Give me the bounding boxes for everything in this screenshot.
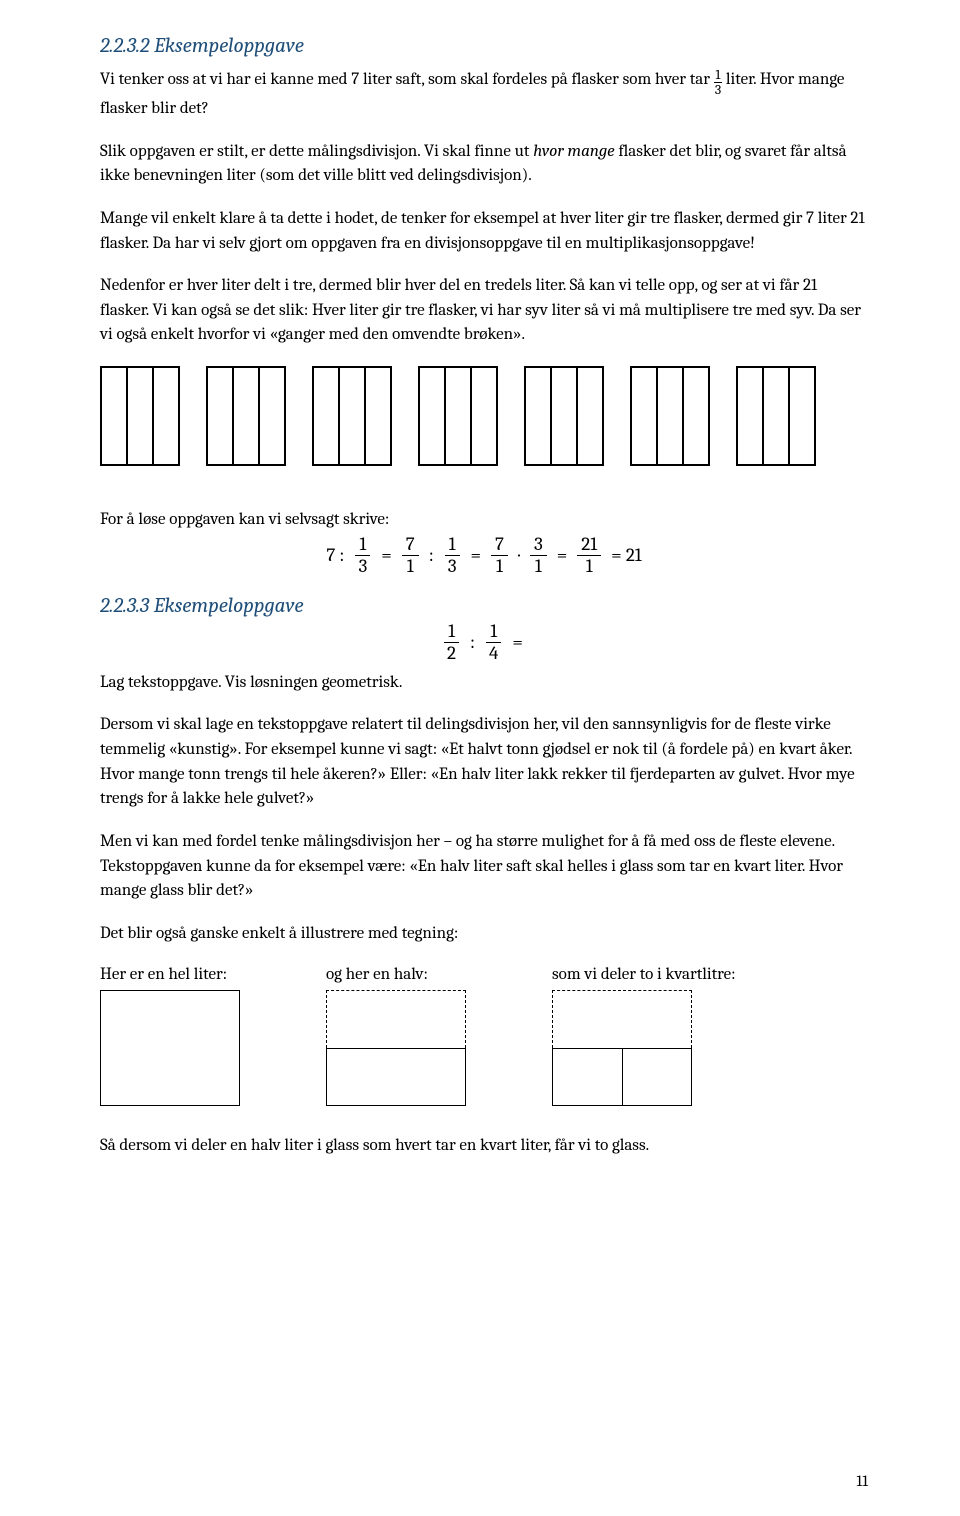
eqn-text: 7 : bbox=[324, 546, 346, 565]
fraction: 3 1 bbox=[530, 535, 547, 576]
frac-num: 21 bbox=[577, 535, 601, 556]
fraction: 1 4 bbox=[485, 622, 502, 663]
liter-box bbox=[206, 366, 286, 466]
liter-labels-row: Her er en hel liter: og her en halv: som… bbox=[100, 965, 868, 984]
para-s2-5: Så dersom vi deler en halv liter i glass… bbox=[100, 1134, 868, 1159]
para-1: Vi tenker oss at vi har ei kanne med 7 l… bbox=[100, 68, 868, 122]
fraction: 7 1 bbox=[491, 535, 508, 576]
frac-den: 3 bbox=[444, 556, 461, 576]
para-s2-2: Dersom vi skal lage en tekstoppgave rela… bbox=[100, 713, 868, 812]
para-3: Mange vil enkelt klare å ta dette i hode… bbox=[100, 207, 868, 256]
frac-num: 3 bbox=[530, 535, 547, 556]
heading-2232: 2.2.3.2 Eksempeloppgave bbox=[100, 34, 868, 58]
frac-num: 7 bbox=[402, 535, 419, 556]
fraction: 1 3 bbox=[444, 535, 461, 576]
frac-den: 1 bbox=[492, 556, 507, 576]
fraction: 1 3 bbox=[354, 535, 371, 576]
label-half-liter: og her en halv: bbox=[326, 965, 552, 984]
equation-2: 1 2 : 1 4 = bbox=[100, 622, 868, 663]
equals: = bbox=[468, 546, 483, 565]
frac-num: 1 bbox=[486, 622, 501, 643]
para-5: For å løse oppgaven kan vi selvsagt skri… bbox=[100, 508, 868, 533]
frac-den: 3 bbox=[714, 83, 722, 97]
frac-den: 4 bbox=[485, 643, 502, 663]
fraction: 21 1 bbox=[577, 535, 601, 576]
para-s2-4: Det blir også ganske enkelt å illustrere… bbox=[100, 922, 868, 947]
fraction: 7 1 bbox=[402, 535, 419, 576]
label-full-liter: Her er en hel liter: bbox=[100, 965, 326, 984]
equals: = 21 bbox=[609, 546, 644, 565]
dot: · bbox=[516, 546, 522, 565]
para-2a: Slik oppgaven er stilt, er dette målings… bbox=[100, 142, 533, 161]
half-liter-box bbox=[326, 990, 466, 1106]
frac-den: 2 bbox=[443, 643, 460, 663]
frac-den: 3 bbox=[354, 556, 371, 576]
inline-fraction: 1 3 bbox=[714, 68, 722, 97]
liter-box bbox=[312, 366, 392, 466]
frac-num: 7 bbox=[491, 535, 508, 556]
para-s2-3: Men vi kan med fordel tenke målingsdivis… bbox=[100, 830, 868, 904]
liter-box bbox=[418, 366, 498, 466]
liter-diagram-row bbox=[100, 990, 868, 1106]
para-1a: Vi tenker oss at vi har ei kanne med 7 l… bbox=[100, 70, 714, 89]
para-4: Nedenfor er hver liter delt i tre, derme… bbox=[100, 274, 868, 348]
heading-2233: 2.2.3.3 Eksempeloppgave bbox=[100, 594, 868, 618]
liter-box bbox=[630, 366, 710, 466]
full-liter-box bbox=[100, 990, 240, 1106]
equals: = bbox=[555, 546, 570, 565]
para-2-italic: hvor mange bbox=[533, 142, 614, 161]
para-s2-1: Lag tekstoppgave. Vis løsningen geometri… bbox=[100, 671, 868, 696]
fraction: 1 2 bbox=[443, 622, 460, 663]
para-2: Slik oppgaven er stilt, er dette målings… bbox=[100, 140, 868, 189]
colon: : bbox=[468, 633, 477, 652]
frac-den: 1 bbox=[403, 556, 418, 576]
liter-box bbox=[100, 366, 180, 466]
quarter-liter-box bbox=[552, 990, 692, 1106]
colon: : bbox=[427, 546, 436, 565]
equation-1: 7 : 1 3 = 7 1 : 1 3 = 7 1 · 3 1 bbox=[100, 535, 868, 576]
frac-den: 1 bbox=[531, 556, 546, 576]
page: 2.2.3.2 Eksempeloppgave Vi tenker oss at… bbox=[0, 0, 960, 1516]
frac-num: 1 bbox=[444, 622, 459, 643]
seven-thirds-diagram bbox=[100, 366, 868, 466]
equals: = bbox=[510, 633, 525, 652]
frac-num: 1 bbox=[445, 535, 460, 556]
equals: = bbox=[379, 546, 394, 565]
label-quarters: som vi deler to i kvartlitre: bbox=[552, 965, 736, 984]
liter-box bbox=[524, 366, 604, 466]
frac-num: 1 bbox=[355, 535, 370, 556]
frac-den: 1 bbox=[582, 556, 597, 576]
liter-box bbox=[736, 366, 816, 466]
page-number: 11 bbox=[856, 1472, 868, 1490]
